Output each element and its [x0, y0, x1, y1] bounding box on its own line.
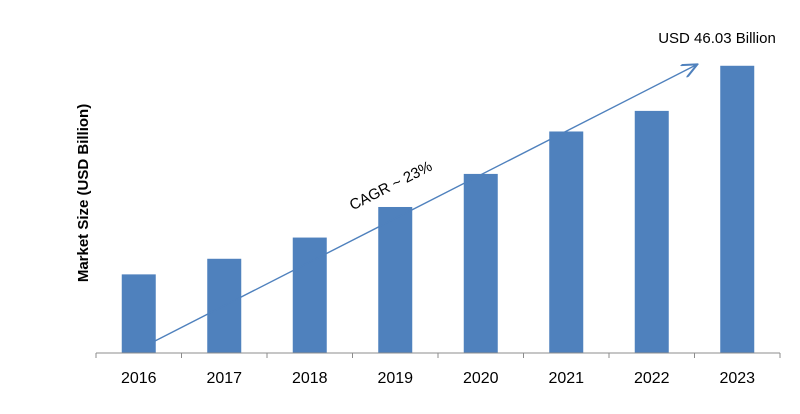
x-tick-labels: 2016 2017 2018 2019 2020 2021 2022 2023: [121, 370, 755, 387]
x-tick-label-2016: 2016: [121, 370, 157, 387]
x-tick-label-2021: 2021: [548, 370, 584, 387]
bar-2019: [378, 206, 413, 353]
x-tick-label-2022: 2022: [634, 370, 670, 387]
bar-2021: [549, 131, 584, 353]
x-tick-label-2017: 2017: [206, 370, 242, 387]
x-tick-label-2020: 2020: [463, 370, 499, 387]
cagr-label: CAGR ~ 23%: [347, 158, 435, 214]
y-axis-label: Market Size (USD Billion): [75, 104, 92, 282]
x-tick-label-2023: 2023: [719, 370, 755, 387]
bar-2016: [121, 274, 156, 353]
x-ticks: [95, 353, 781, 358]
bars-layer: [121, 65, 755, 353]
bar-2018: [292, 237, 327, 353]
growth-arrow: [152, 65, 696, 343]
last-value-label: USD 46.03 Billion: [658, 30, 776, 47]
bar-2020: [463, 173, 498, 353]
bar-2022: [634, 110, 669, 353]
x-tick-label-2018: 2018: [292, 370, 328, 387]
x-tick-label-2019: 2019: [377, 370, 413, 387]
bar-2023: [720, 65, 755, 353]
